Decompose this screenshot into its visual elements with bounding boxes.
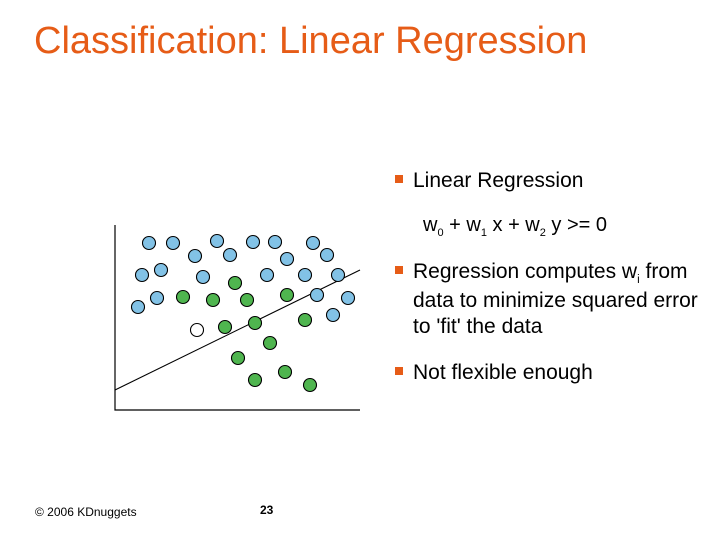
bullet-item: Linear Regression bbox=[395, 168, 705, 194]
bullet-text: Linear Regression bbox=[413, 168, 583, 194]
scatter-svg bbox=[95, 215, 375, 430]
bullet-item: Regression computes wi from data to mini… bbox=[395, 259, 705, 340]
bullet-item: Not flexible enough bbox=[395, 360, 705, 386]
bullet-text: Not flexible enough bbox=[413, 360, 593, 386]
slide-title: Classification: Linear Regression bbox=[34, 20, 587, 63]
slide: Classification: Linear Regression Linear… bbox=[0, 0, 720, 540]
bullet-marker-icon bbox=[395, 266, 403, 274]
formula-line: w0 + w1 x + w2 y >= 0 bbox=[423, 214, 705, 239]
footer-copyright: © 2006 KDnuggets bbox=[35, 505, 137, 519]
bullet-list: Linear Regression w0 + w1 x + w2 y >= 0 Re… bbox=[395, 168, 705, 407]
bullet-marker-icon bbox=[395, 367, 403, 375]
bullet-marker-icon bbox=[395, 175, 403, 183]
bullet-text: Regression computes wi from data to mini… bbox=[413, 259, 705, 340]
footer-page-number: 23 bbox=[260, 503, 273, 517]
scatter-chart bbox=[95, 215, 375, 430]
